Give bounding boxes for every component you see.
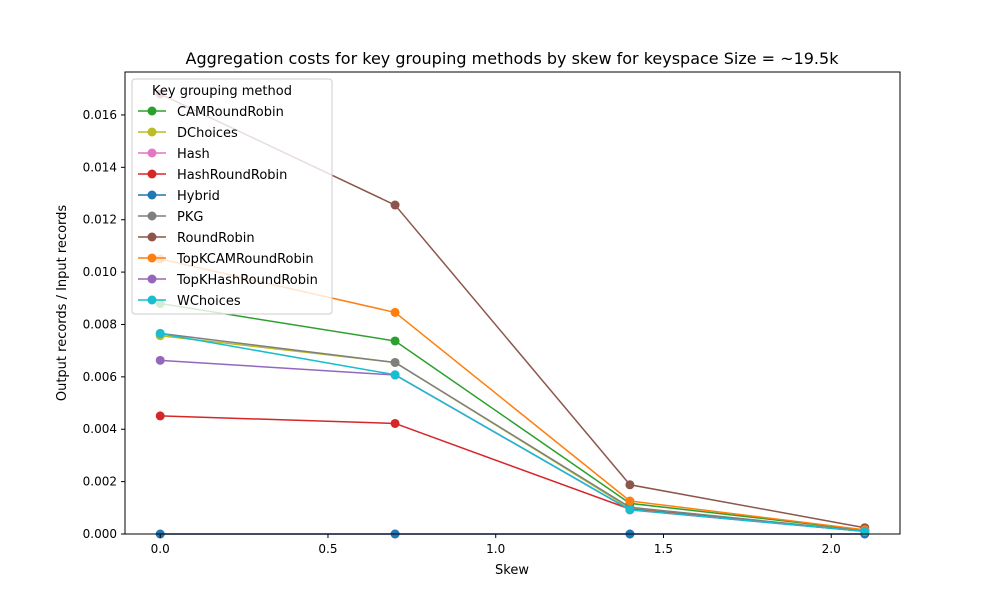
data-point: [625, 480, 635, 490]
x-tick-label: 2.0: [822, 542, 841, 556]
legend-label: CAMRoundRobin: [177, 105, 284, 120]
data-point: [625, 496, 635, 506]
y-axis-label: Output records / Input records: [55, 205, 70, 402]
legend-marker: [147, 295, 157, 305]
series-line: [160, 332, 865, 532]
legend-label: Hash: [177, 147, 210, 162]
legend-item-wchoices: WChoices: [138, 294, 241, 309]
legend-marker: [147, 169, 157, 179]
chart-title: Aggregation costs for key grouping metho…: [186, 49, 840, 68]
series-line: [160, 302, 865, 531]
x-axis-ticks: 0.0 0.5 1.0 1.5 2.0: [151, 534, 841, 556]
y-tick-label: 0.008: [83, 317, 117, 331]
legend-marker: [147, 127, 157, 137]
legend-label: HashRoundRobin: [177, 168, 287, 183]
data-point: [155, 329, 165, 339]
x-axis-label: Skew: [495, 563, 529, 578]
data-point: [390, 200, 400, 210]
data-point: [390, 336, 400, 346]
legend-item-hybrid: Hybrid: [138, 189, 220, 204]
legend-marker: [147, 232, 157, 242]
legend-marker: [147, 148, 157, 158]
legend-label: RoundRobin: [177, 231, 255, 246]
y-tick-label: 0.014: [83, 160, 117, 174]
legend-box: [131, 78, 333, 315]
legend-item-camroundrobin: CAMRoundRobin: [138, 105, 284, 120]
legend-label: WChoices: [177, 294, 241, 309]
x-tick-label: 0.0: [151, 542, 170, 556]
legend-label: Hybrid: [177, 189, 220, 204]
legend-item-topkhashroundrobin: TopKHashRoundRobin: [138, 273, 318, 288]
data-point: [390, 307, 400, 317]
legend-marker: [147, 106, 157, 116]
legend-title: Key grouping method: [152, 84, 292, 99]
legend-label: TopKCAMRoundRobin: [176, 252, 314, 267]
plot-area: 0.0 0.5 1.0 1.5 2.0 0.000 0.002 0.004 0.006 0.008…: [83, 71, 901, 556]
legend-marker: [147, 253, 157, 263]
legend-marker: [147, 211, 157, 221]
y-tick-label: 0.012: [83, 213, 117, 227]
x-tick-label: 1.0: [486, 542, 505, 556]
legend-label: TopKHashRoundRobin: [176, 273, 318, 288]
y-tick-label: 0.002: [83, 475, 117, 489]
axes-frame: [124, 71, 901, 535]
legend-label: PKG: [177, 210, 203, 225]
y-tick-label: 0.000: [83, 527, 117, 541]
legend-item-pkg: PKG: [138, 210, 203, 225]
legend-item-roundrobin: RoundRobin: [138, 231, 255, 246]
data-point: [860, 526, 870, 536]
data-point: [390, 357, 400, 367]
data-point: [625, 505, 635, 515]
data-point: [155, 355, 165, 365]
y-tick-label: 0.004: [83, 422, 117, 436]
x-tick-label: 1.5: [654, 542, 673, 556]
data-point: [390, 418, 400, 428]
data-point: [155, 411, 165, 421]
y-axis-ticks: 0.000 0.002 0.004 0.006 0.008 0.010 0.012 0.014…: [83, 108, 125, 541]
legend-marker: [147, 274, 157, 284]
x-tick-label: 0.5: [318, 542, 337, 556]
legend-item-hashroundrobin: HashRoundRobin: [138, 168, 287, 183]
legend-marker: [147, 190, 157, 200]
y-tick-label: 0.010: [83, 265, 117, 279]
y-tick-label: 0.016: [83, 108, 117, 122]
legend-label: DChoices: [177, 126, 238, 141]
legend-item-dchoices: DChoices: [138, 126, 238, 141]
legend-item-hash: Hash: [138, 147, 210, 162]
series-line: [160, 332, 865, 533]
legend: Key grouping method CAMRoundRobin DChoices…: [131, 78, 333, 315]
y-tick-label: 0.006: [83, 370, 117, 384]
data-point: [390, 370, 400, 380]
legend-item-topkcamroundrobin: TopKCAMRoundRobin: [138, 252, 314, 267]
